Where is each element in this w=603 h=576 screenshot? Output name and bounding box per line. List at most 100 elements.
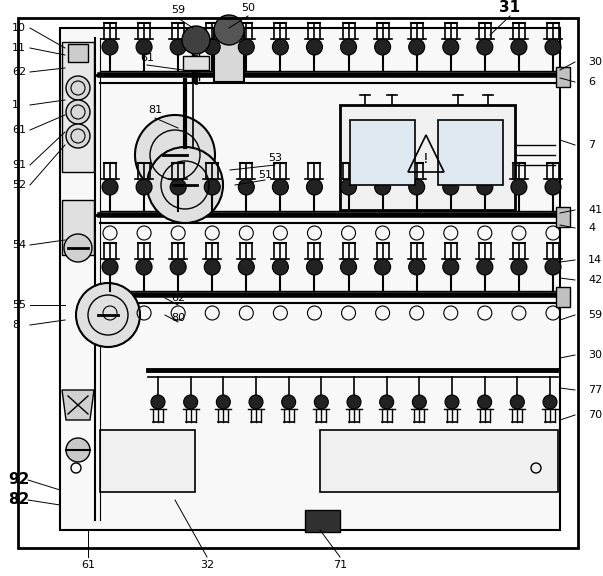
Circle shape <box>545 259 561 275</box>
Circle shape <box>306 259 323 275</box>
Text: 54: 54 <box>12 240 26 250</box>
Circle shape <box>374 179 391 195</box>
Circle shape <box>545 39 561 55</box>
Circle shape <box>347 395 361 409</box>
Bar <box>305 510 340 532</box>
Polygon shape <box>62 390 94 420</box>
Circle shape <box>273 179 288 195</box>
Text: 301: 301 <box>588 57 603 67</box>
Circle shape <box>102 39 118 55</box>
Text: 41: 41 <box>588 205 602 215</box>
Circle shape <box>443 259 459 275</box>
Text: 71: 71 <box>333 560 347 570</box>
Circle shape <box>204 179 220 195</box>
Circle shape <box>306 39 323 55</box>
Bar <box>68 44 88 62</box>
Circle shape <box>543 395 557 409</box>
Circle shape <box>477 179 493 195</box>
Circle shape <box>443 179 459 195</box>
Circle shape <box>374 259 391 275</box>
Text: 80: 80 <box>171 313 185 323</box>
Circle shape <box>102 259 118 275</box>
Circle shape <box>66 100 90 124</box>
Text: 92: 92 <box>8 472 30 487</box>
Bar <box>100 430 195 492</box>
Circle shape <box>282 395 295 409</box>
Circle shape <box>545 179 561 195</box>
Circle shape <box>273 39 288 55</box>
Text: 61: 61 <box>81 560 95 570</box>
Text: 81: 81 <box>148 105 162 115</box>
Circle shape <box>380 395 394 409</box>
Circle shape <box>136 259 152 275</box>
Bar <box>438 120 503 185</box>
Text: 10: 10 <box>12 23 26 33</box>
Circle shape <box>182 26 210 54</box>
Circle shape <box>136 179 152 195</box>
Circle shape <box>238 259 254 275</box>
Text: 61: 61 <box>140 53 154 63</box>
Circle shape <box>102 179 118 195</box>
Text: 77: 77 <box>588 385 602 395</box>
Text: 31: 31 <box>499 1 520 16</box>
Circle shape <box>151 395 165 409</box>
Bar <box>340 105 515 210</box>
Circle shape <box>238 179 254 195</box>
Text: 82: 82 <box>8 492 30 507</box>
Circle shape <box>443 39 459 55</box>
Circle shape <box>409 259 425 275</box>
Bar <box>556 207 570 227</box>
Circle shape <box>306 179 323 195</box>
Text: 7: 7 <box>588 140 595 150</box>
Text: 32: 32 <box>200 560 214 570</box>
Bar <box>183 56 209 70</box>
Bar <box>60 28 560 530</box>
Text: 55: 55 <box>12 300 26 310</box>
Circle shape <box>273 259 288 275</box>
Bar <box>214 30 244 82</box>
Circle shape <box>511 39 527 55</box>
Bar <box>320 430 558 492</box>
Circle shape <box>249 395 263 409</box>
Circle shape <box>66 438 90 462</box>
Circle shape <box>184 395 198 409</box>
Circle shape <box>204 259 220 275</box>
Circle shape <box>341 179 356 195</box>
Circle shape <box>477 39 493 55</box>
Circle shape <box>214 15 244 45</box>
Text: 1: 1 <box>12 100 19 110</box>
Text: 4: 4 <box>588 223 595 233</box>
Text: 302: 302 <box>588 350 603 360</box>
Circle shape <box>170 39 186 55</box>
Bar <box>62 42 94 172</box>
Text: 62: 62 <box>12 67 26 77</box>
Circle shape <box>314 395 328 409</box>
Circle shape <box>409 179 425 195</box>
Circle shape <box>136 39 152 55</box>
Circle shape <box>374 39 391 55</box>
Text: 42: 42 <box>588 275 602 285</box>
Circle shape <box>204 39 220 55</box>
Bar <box>556 67 570 87</box>
Bar <box>556 287 570 307</box>
Circle shape <box>76 283 140 347</box>
Circle shape <box>147 147 223 223</box>
Circle shape <box>341 39 356 55</box>
Circle shape <box>170 259 186 275</box>
Text: !: ! <box>423 152 429 166</box>
Text: 62: 62 <box>171 293 185 303</box>
Bar <box>62 200 94 255</box>
Text: 59: 59 <box>588 310 602 320</box>
Circle shape <box>510 395 525 409</box>
Text: 53: 53 <box>268 153 282 163</box>
Circle shape <box>66 124 90 148</box>
Text: 61: 61 <box>12 125 26 135</box>
Text: 8: 8 <box>12 320 19 330</box>
Circle shape <box>511 259 527 275</box>
Circle shape <box>409 39 425 55</box>
Circle shape <box>238 39 254 55</box>
Text: 59: 59 <box>171 5 185 15</box>
Circle shape <box>511 179 527 195</box>
Text: 14: 14 <box>588 255 602 265</box>
Circle shape <box>477 259 493 275</box>
